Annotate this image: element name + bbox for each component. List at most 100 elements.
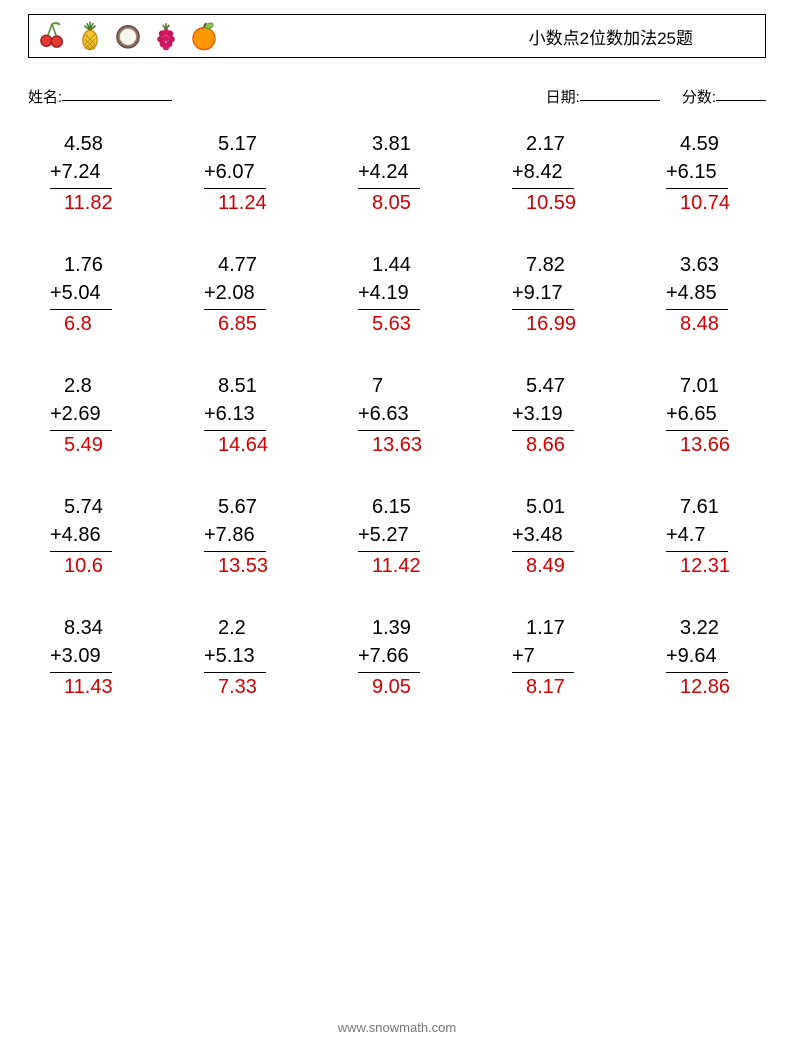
- addend-a: 1.76: [50, 251, 103, 279]
- addend-b: +9.64: [666, 642, 717, 670]
- answer: 9.05: [358, 673, 411, 701]
- answer: 10.74: [666, 189, 730, 217]
- answer: 13.66: [666, 431, 730, 459]
- addend-b: +7.24: [50, 158, 101, 186]
- problem: 2.2+5.137.33: [186, 614, 300, 701]
- problem: 8.51+6.13 14.64: [186, 372, 300, 459]
- problem: 1.39+7.66 9.05: [340, 614, 454, 701]
- addend-a: 2.2: [204, 614, 246, 642]
- problem: 3.22+9.64 12.86: [648, 614, 762, 701]
- addend-a: 5.67: [204, 493, 257, 521]
- answer: 6.85: [204, 310, 257, 338]
- problem: 1.76+5.046.8: [32, 251, 146, 338]
- problem: 7.82+9.17 16.99: [494, 251, 608, 338]
- answer: 7.33: [204, 673, 257, 701]
- answer: 11.82: [50, 189, 113, 217]
- addend-a: 3.63: [666, 251, 719, 279]
- addend-b: +3.09: [50, 642, 101, 670]
- problem: 1.17+78.17: [494, 614, 608, 701]
- answer: 8.17: [512, 673, 565, 701]
- answer: 11.24: [204, 189, 267, 217]
- addend-b: +4.7: [666, 521, 705, 549]
- answer: 5.63: [358, 310, 411, 338]
- problem: 3.81+4.248.05: [340, 130, 454, 217]
- score-blank[interactable]: [716, 86, 766, 101]
- addend-a: 8.51: [204, 372, 257, 400]
- addend-a: 2.17: [512, 130, 565, 158]
- addend-b: +2.69: [50, 400, 101, 428]
- answer: 5.49: [50, 431, 103, 459]
- addend-a: 5.74: [50, 493, 103, 521]
- name-label: 姓名:: [28, 86, 62, 107]
- problem: 7+6.6313.63: [340, 372, 454, 459]
- problem: 5.17+6.07 11.24: [186, 130, 300, 217]
- addend-b: +9.17: [512, 279, 563, 307]
- name-blank[interactable]: [62, 86, 172, 101]
- problem: 5.47+3.198.66: [494, 372, 608, 459]
- problem: 5.74+4.86 10.6: [32, 493, 146, 580]
- problem: 4.59+6.1510.74: [648, 130, 762, 217]
- footer-url: www.snowmath.com: [0, 1020, 794, 1035]
- addend-a: 5.47: [512, 372, 565, 400]
- addend-b: +8.42: [512, 158, 563, 186]
- problem: 4.77+2.08 6.85: [186, 251, 300, 338]
- addend-a: 6.15: [358, 493, 411, 521]
- addend-a: 1.17: [512, 614, 565, 642]
- problem: 1.44+4.195.63: [340, 251, 454, 338]
- orange-icon: [187, 19, 221, 53]
- problem: 5.67+7.8613.53: [186, 493, 300, 580]
- answer: 10.6: [50, 552, 103, 580]
- addend-b: +7.86: [204, 521, 255, 549]
- worksheet-title: 小数点2位数加法25题: [529, 24, 753, 49]
- addend-a: 4.77: [204, 251, 257, 279]
- addend-a: 4.58: [50, 130, 103, 158]
- addend-b: +4.86: [50, 521, 101, 549]
- date-label: 日期:: [546, 86, 580, 107]
- addend-b: +6.13: [204, 400, 255, 428]
- problem: 2.8+2.69 5.49: [32, 372, 146, 459]
- problem: 8.34+3.09 11.43: [32, 614, 146, 701]
- addend-b: +6.65: [666, 400, 717, 428]
- addend-b: +6.63: [358, 400, 409, 428]
- addend-b: +6.07: [204, 158, 255, 186]
- addend-a: 7.61: [666, 493, 719, 521]
- answer: 8.48: [666, 310, 719, 338]
- addend-b: +5.27: [358, 521, 409, 549]
- addend-a: 5.17: [204, 130, 257, 158]
- addend-b: +4.24: [358, 158, 409, 186]
- addend-b: +3.48: [512, 521, 563, 549]
- answer: 12.31: [666, 552, 730, 580]
- addend-b: +7.66: [358, 642, 409, 670]
- addend-a: 1.39: [358, 614, 411, 642]
- score-label: 分数:: [682, 86, 716, 107]
- addend-b: +6.15: [666, 158, 717, 186]
- addend-b: +4.19: [358, 279, 409, 307]
- answer: 13.63: [358, 431, 422, 459]
- header-box: 小数点2位数加法25题: [28, 14, 766, 58]
- addend-b: +2.08: [204, 279, 255, 307]
- addend-a: 7.01: [666, 372, 719, 400]
- answer: 11.43: [50, 673, 113, 701]
- addend-a: 8.34: [50, 614, 103, 642]
- answer: 16.99: [512, 310, 576, 338]
- problem: 2.17+8.42 10.59: [494, 130, 608, 217]
- coconut-icon: [111, 19, 145, 53]
- addend-a: 3.22: [666, 614, 719, 642]
- addend-b: +5.04: [50, 279, 101, 307]
- addend-a: 2.8: [50, 372, 92, 400]
- cherry-icon: [35, 19, 69, 53]
- raspberry-icon: [149, 19, 183, 53]
- pineapple-icon: [73, 19, 107, 53]
- problem: 7.61+4.7 12.31: [648, 493, 762, 580]
- fruit-icons-row: [35, 19, 221, 53]
- answer: 10.59: [512, 189, 576, 217]
- answer: 8.49: [512, 552, 565, 580]
- problem: 7.01+6.65 13.66: [648, 372, 762, 459]
- problems-grid: 4.58+7.24 11.82 5.17+6.07 11.24 3.81+4.248.0…: [32, 130, 762, 701]
- answer: 8.66: [512, 431, 565, 459]
- answer: 14.64: [204, 431, 268, 459]
- addend-a: 7.82: [512, 251, 565, 279]
- date-blank[interactable]: [580, 86, 660, 101]
- problem: 6.15+5.2711.42: [340, 493, 454, 580]
- answer: 12.86: [666, 673, 730, 701]
